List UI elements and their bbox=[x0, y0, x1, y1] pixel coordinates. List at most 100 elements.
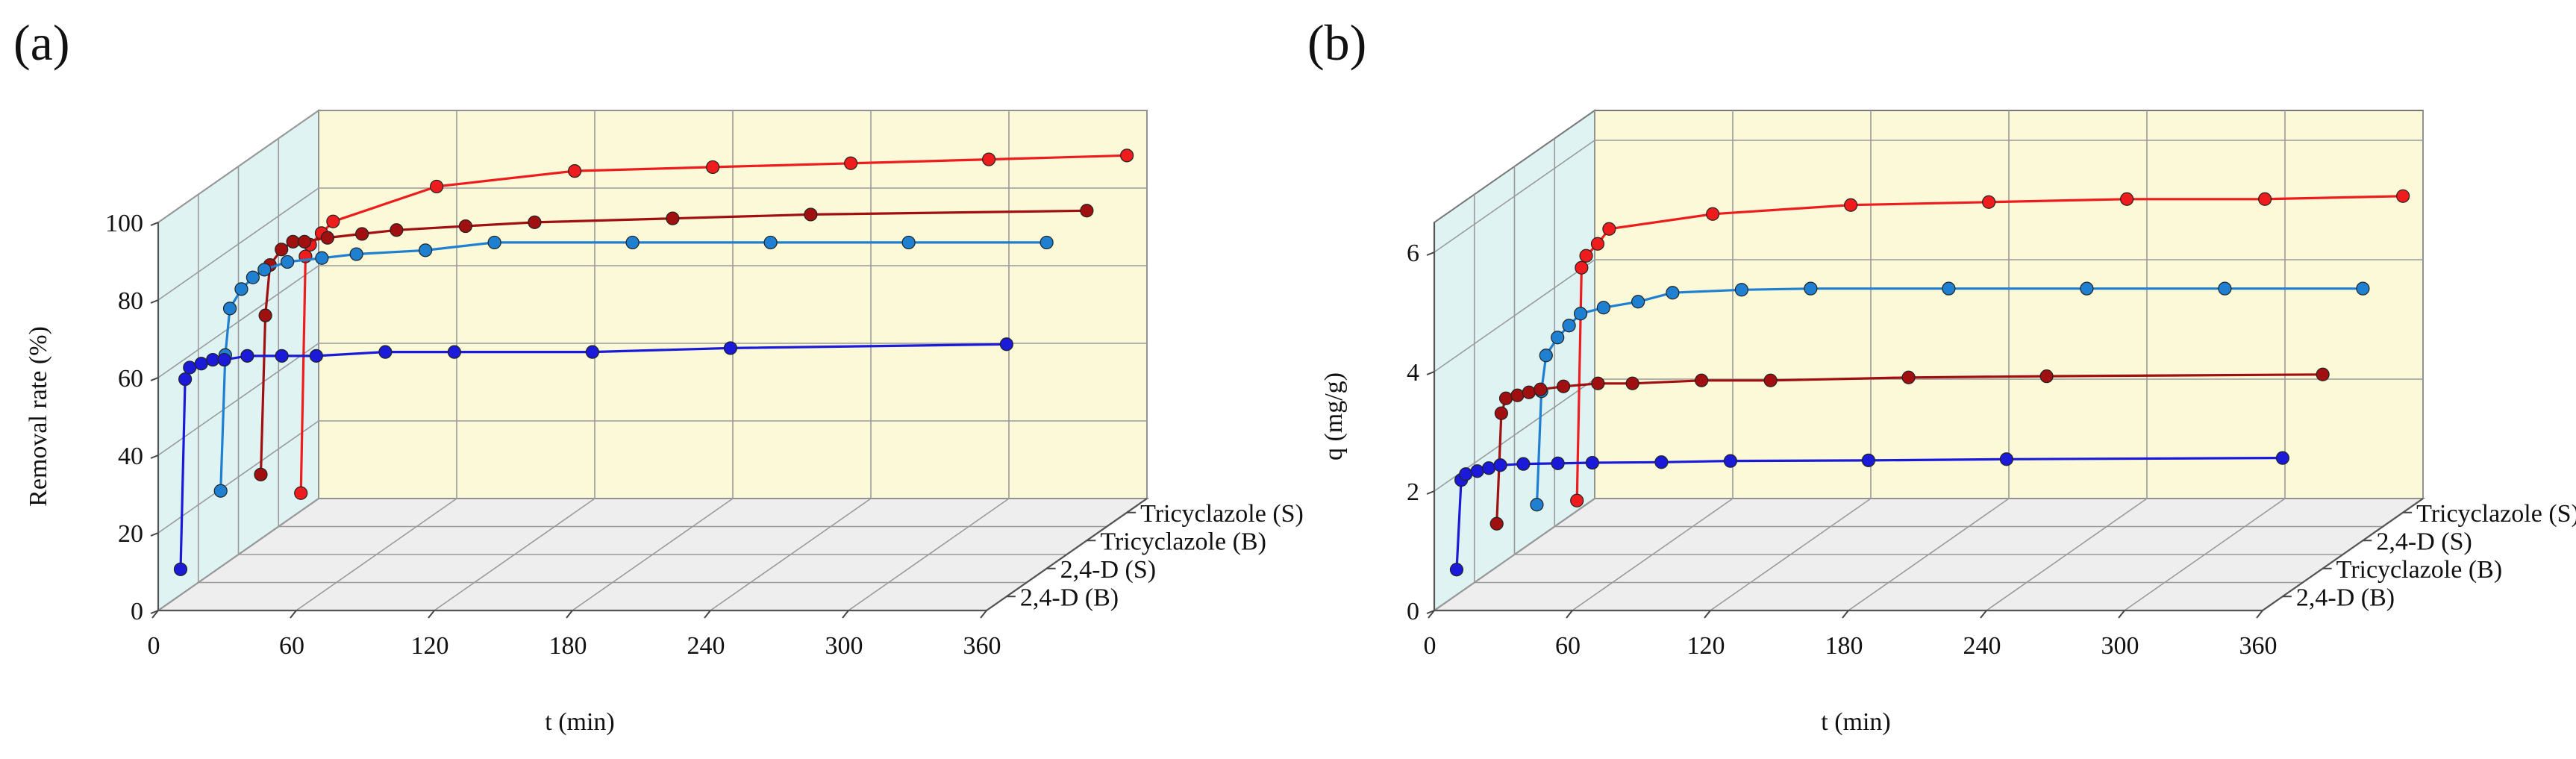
data-point bbox=[1654, 455, 1669, 469]
data-point bbox=[2396, 189, 2410, 203]
data-point bbox=[982, 152, 996, 166]
data-point bbox=[1942, 281, 1956, 296]
data-point bbox=[844, 156, 858, 170]
series-2-4-d-b- bbox=[173, 337, 1013, 576]
data-point bbox=[1723, 454, 1737, 468]
data-point bbox=[1570, 493, 1584, 507]
data-point bbox=[1510, 388, 1525, 402]
data-point bbox=[206, 352, 220, 367]
data-point bbox=[430, 179, 444, 194]
data-point bbox=[355, 227, 369, 241]
data-point bbox=[1493, 458, 1507, 472]
series-2-4-d-s- bbox=[1530, 281, 2370, 512]
data-point bbox=[1602, 222, 1616, 236]
data-point bbox=[1482, 461, 1496, 475]
data-point bbox=[1579, 249, 1593, 263]
data-point bbox=[528, 215, 542, 229]
series-tricyclazole-b- bbox=[254, 204, 1094, 481]
x-tick-label: 360 bbox=[2239, 632, 2278, 660]
x-tick-mark bbox=[2118, 610, 2125, 619]
data-point bbox=[294, 486, 308, 500]
data-point bbox=[2275, 451, 2289, 465]
data-point bbox=[240, 349, 254, 363]
data-point bbox=[1534, 382, 1548, 396]
x-tick-mark bbox=[1842, 610, 1849, 619]
data-point bbox=[349, 247, 363, 261]
y-tick-mark bbox=[1426, 610, 1435, 614]
x-tick-mark bbox=[151, 610, 159, 619]
data-point bbox=[1498, 391, 1513, 405]
data-point bbox=[1040, 235, 1054, 250]
y-tick-mark bbox=[1426, 371, 1435, 375]
data-point bbox=[1706, 207, 1720, 221]
data-point bbox=[1585, 455, 1599, 470]
x-tick-mark bbox=[980, 610, 987, 619]
data-point bbox=[217, 352, 231, 367]
series-2-4-d-b- bbox=[1449, 451, 2289, 577]
y-tick-label: 2 bbox=[1407, 478, 1419, 506]
data-point bbox=[1551, 456, 1565, 470]
x-tick-label: 300 bbox=[2101, 632, 2139, 660]
data-point bbox=[1120, 149, 1134, 163]
data-point bbox=[419, 243, 433, 257]
x-tick-label: 120 bbox=[411, 632, 449, 660]
panel-a: 0 60 120 180 240 300 360 0 20 40 60 80 100 Tricyclazo… bbox=[13, 14, 1304, 736]
y-tick-label: 60 bbox=[118, 365, 143, 393]
depth-axis-line bbox=[2262, 498, 2424, 611]
depth-tick-label: 2,4-D (B) bbox=[2296, 584, 2395, 611]
depth-axis-line bbox=[986, 498, 1148, 611]
y-tick-label: 100 bbox=[105, 210, 143, 237]
data-point bbox=[281, 254, 295, 269]
data-point bbox=[458, 219, 472, 234]
data-point bbox=[257, 263, 272, 277]
y-tick-mark bbox=[150, 377, 159, 381]
depth-tick-label: Tricyclazole (S) bbox=[2416, 500, 2576, 528]
x-axis-title: t (min) bbox=[1821, 708, 1890, 736]
data-point bbox=[2120, 192, 2134, 206]
data-point bbox=[1557, 379, 1571, 393]
data-point bbox=[2080, 281, 2094, 296]
x-tick-label: 60 bbox=[279, 632, 304, 660]
data-point bbox=[1666, 286, 1680, 300]
series-tricyclazole-b- bbox=[1489, 367, 2330, 531]
x-tick-label: 360 bbox=[963, 632, 1001, 660]
x-tick-mark bbox=[1566, 610, 1573, 619]
y-tick-mark bbox=[150, 455, 159, 459]
y-tick-label: 40 bbox=[118, 443, 143, 470]
y-tick-mark bbox=[150, 610, 159, 614]
data-point bbox=[378, 345, 393, 359]
data-point bbox=[2356, 281, 2370, 296]
data-point bbox=[2316, 367, 2330, 381]
x-tick-mark bbox=[2256, 610, 2263, 619]
data-point bbox=[1530, 498, 1544, 512]
data-point bbox=[568, 164, 582, 178]
data-point bbox=[1625, 376, 1639, 390]
data-point bbox=[173, 562, 188, 576]
depth-tick-label: 2,4-D (S) bbox=[1060, 556, 1156, 584]
data-point bbox=[1551, 331, 1565, 345]
y-tick-label: 0 bbox=[131, 598, 143, 625]
x-tick-mark bbox=[428, 610, 435, 619]
data-point bbox=[1596, 301, 1610, 315]
data-point bbox=[246, 270, 260, 284]
data-point bbox=[1999, 452, 2013, 466]
data-point bbox=[1516, 457, 1531, 471]
x-tick-mark bbox=[842, 610, 849, 619]
x-tick-label: 180 bbox=[1825, 632, 1863, 660]
data-point bbox=[1080, 204, 1094, 218]
data-point bbox=[1494, 406, 1508, 420]
data-point bbox=[1844, 198, 1858, 212]
data-point bbox=[1539, 349, 1553, 363]
depth-tick-label: Tricyclazole (S) bbox=[1140, 500, 1304, 528]
data-point bbox=[999, 337, 1013, 352]
data-point bbox=[1562, 319, 1576, 333]
y-tick-mark bbox=[1426, 252, 1435, 256]
y-tick-label: 0 bbox=[1407, 598, 1419, 625]
data-point bbox=[804, 207, 818, 222]
data-point bbox=[2218, 281, 2232, 296]
data-point bbox=[487, 235, 501, 250]
x-tick-label: 300 bbox=[825, 632, 863, 660]
data-point bbox=[183, 360, 197, 375]
panel-label: (b) bbox=[1307, 14, 1366, 71]
